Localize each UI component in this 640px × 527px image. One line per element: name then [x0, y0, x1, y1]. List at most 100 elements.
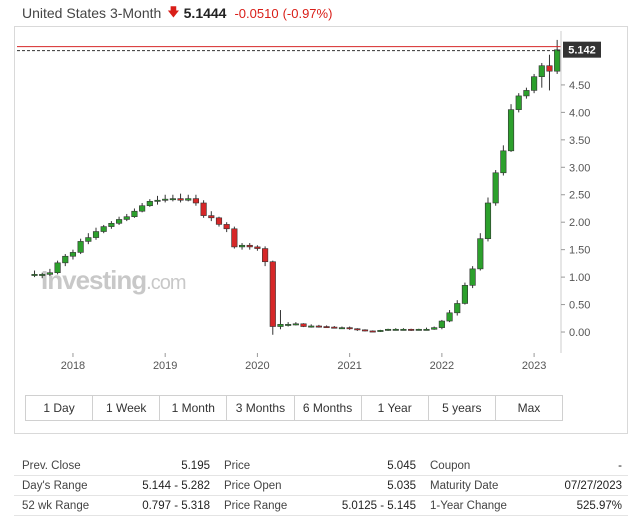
- candle-body: [269, 261, 276, 327]
- candle-body: [31, 274, 38, 276]
- y-tick-label: 1.50: [569, 245, 590, 257]
- candle-body: [415, 328, 422, 331]
- candle: [446, 310, 453, 323]
- candle-body: [315, 325, 322, 328]
- stats-row: 52 wk Range 0.797 - 5.318 Price Range 5.01…: [14, 496, 628, 516]
- candle: [62, 254, 69, 267]
- stat-price-range: Price Range 5.0125 - 5.145: [224, 499, 416, 512]
- y-tick-label: 4.50: [569, 80, 590, 92]
- candle: [492, 170, 499, 206]
- candle: [461, 282, 468, 305]
- last-price-label: 5.142: [568, 45, 596, 57]
- candle: [554, 39, 561, 74]
- candlestick-chart[interactable]: Investing.com 5.142 0.00 0.50 1.00 1.50 2.00…: [15, 27, 629, 392]
- candle: [131, 208, 138, 218]
- stats-row: Prev. Close 5.195 Price 5.045 Coupon -: [14, 456, 628, 476]
- candle: [308, 324, 315, 328]
- candle: [185, 194, 192, 202]
- candle: [31, 270, 38, 278]
- candle: [408, 328, 415, 331]
- candle: [146, 199, 153, 207]
- tab-3-months[interactable]: 3 Months: [227, 396, 295, 420]
- stat-maturity-date: Maturity Date 07/27/2023: [430, 479, 622, 492]
- candle-body: [92, 231, 100, 238]
- candle-body: [46, 272, 53, 275]
- tab-5-years[interactable]: 5 years: [429, 396, 496, 420]
- candle: [77, 238, 84, 255]
- x-tick-label: 2023: [522, 360, 546, 372]
- tab-max[interactable]: Max: [517, 401, 541, 415]
- candle: [39, 272, 46, 279]
- candle: [223, 222, 230, 233]
- candle-body: [54, 262, 61, 274]
- candle-body: [377, 330, 384, 332]
- candle: [154, 195, 161, 205]
- candle: [346, 326, 353, 330]
- candle: [315, 324, 322, 328]
- stat-prev-close: Prev. Close 5.195: [22, 459, 210, 472]
- stat-price: Price 5.045: [224, 459, 416, 472]
- candle-body: [169, 198, 176, 201]
- candle: [323, 325, 330, 329]
- candle-body: [292, 323, 299, 326]
- tab-1-week[interactable]: 1 Week: [93, 396, 161, 420]
- candle: [123, 213, 130, 222]
- candle-body: [62, 255, 69, 264]
- candle-body: [531, 76, 538, 91]
- candle-body: [446, 312, 453, 322]
- candle-body: [400, 328, 407, 331]
- price-change-percent: (-0.97%): [282, 5, 333, 21]
- candle: [208, 211, 215, 222]
- tab-1-year[interactable]: 1 Year: [362, 396, 429, 420]
- candle-body: [215, 217, 223, 225]
- candle: [116, 216, 123, 225]
- candle-body: [69, 252, 77, 257]
- candle: [369, 330, 376, 333]
- candle: [177, 193, 184, 203]
- candle-body: [431, 327, 438, 330]
- candle: [300, 323, 307, 328]
- candle-body: [116, 219, 123, 224]
- instrument-title: United States 3-Month: [22, 5, 162, 21]
- candle-body: [515, 95, 522, 110]
- tab-1-day[interactable]: 1 Day: [26, 396, 94, 420]
- y-tick-label: 0.50: [569, 300, 590, 312]
- tab-6-months[interactable]: 6 Months: [295, 396, 362, 420]
- y-tick-label: 1.00: [569, 272, 590, 284]
- candle: [254, 245, 261, 251]
- candle-body: [192, 198, 199, 204]
- candle: [469, 266, 476, 289]
- candle-body: [546, 65, 553, 72]
- candle: [269, 260, 276, 335]
- candle: [108, 221, 115, 229]
- candle: [377, 329, 384, 333]
- x-tick-label: 2021: [337, 360, 361, 372]
- candle: [100, 224, 107, 234]
- candle-body: [285, 324, 292, 326]
- candle-body: [177, 198, 184, 201]
- candle-body: [131, 210, 138, 218]
- candle: [92, 227, 100, 240]
- stat-52wk-range: 52 wk Range 0.797 - 5.318: [22, 499, 210, 512]
- candle: [438, 319, 445, 330]
- tab-1-month[interactable]: 1 Month: [160, 396, 228, 420]
- candle: [354, 328, 361, 331]
- candle-body: [354, 328, 361, 331]
- candle: [69, 249, 77, 260]
- candle-body: [323, 326, 330, 329]
- candle: [162, 194, 169, 203]
- candle-body: [162, 198, 169, 201]
- investing-watermark: Investing.com: [41, 265, 186, 295]
- candle-body: [484, 202, 492, 239]
- candle-body: [108, 222, 115, 227]
- candle: [431, 326, 438, 330]
- candle-body: [438, 320, 445, 328]
- candle: [246, 243, 253, 250]
- candle-body: [423, 328, 430, 331]
- candle-body: [123, 216, 130, 220]
- stat-price-open: Price Open 5.035: [224, 479, 416, 492]
- candle: [85, 233, 92, 245]
- candle: [385, 328, 392, 331]
- candle-body: [262, 248, 269, 263]
- y-tick-label: 3.50: [569, 135, 590, 147]
